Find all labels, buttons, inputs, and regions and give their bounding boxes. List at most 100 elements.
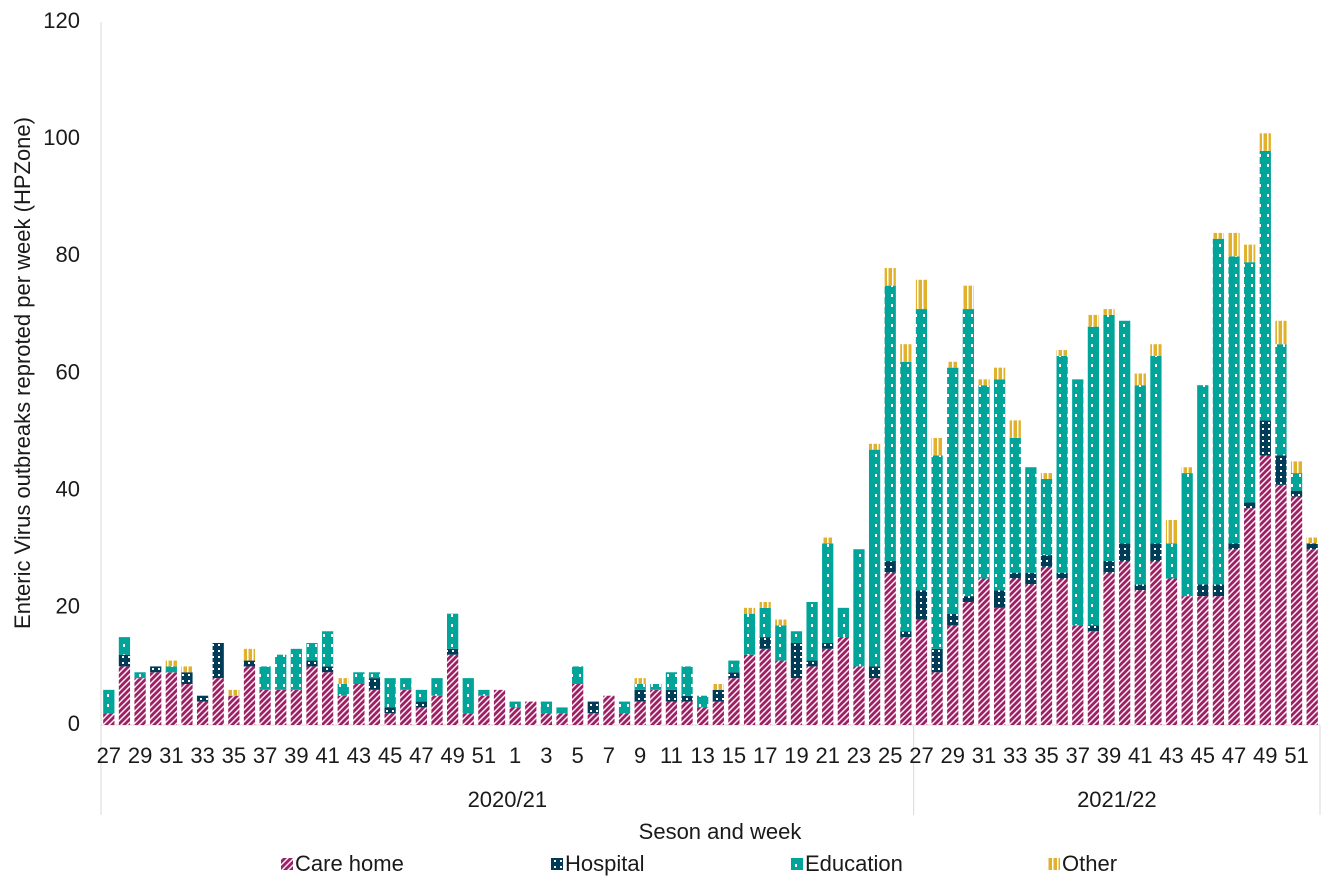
bar-segment [1150, 355, 1162, 544]
x-tick-label: 33 [190, 743, 214, 768]
bar-segment [150, 672, 162, 725]
bar-segment [462, 713, 474, 725]
x-tick-label: 39 [1097, 743, 1121, 768]
bar-segment [572, 683, 584, 725]
x-tick-label: 7 [603, 743, 615, 768]
bar-segment [665, 672, 678, 690]
bar-segment [790, 642, 803, 679]
bar-segment [1119, 543, 1131, 561]
bar-segment [697, 695, 709, 708]
bar-segment [447, 613, 459, 649]
x-tick-label: 9 [634, 743, 646, 768]
group-label: 2021/22 [1077, 787, 1157, 812]
y-tick-label: 60 [56, 359, 80, 384]
bar-segment [1275, 455, 1287, 485]
bar-segment [1072, 379, 1084, 626]
bar-segment [1040, 478, 1053, 556]
bar-segment [384, 678, 396, 708]
bar-segment [1103, 560, 1115, 573]
bar-segment [556, 707, 568, 714]
x-tick-label: 29 [128, 743, 152, 768]
bar-segment [790, 631, 803, 643]
x-tick-label: 15 [722, 743, 746, 768]
bar-segment [118, 654, 131, 667]
bar-segment [118, 637, 131, 655]
bar-segment [806, 660, 818, 667]
bar-segment [478, 689, 490, 696]
x-tick-label: 31 [972, 743, 996, 768]
x-tick-label: 41 [315, 743, 339, 768]
bar-segment [759, 637, 771, 649]
bar-segment [509, 707, 521, 725]
bar-segment [196, 701, 209, 725]
bar-segment [697, 707, 709, 725]
bar-segment [556, 713, 568, 725]
bar-segment [103, 689, 115, 714]
bar-segment [337, 683, 349, 696]
bar-segment [243, 648, 256, 661]
bar-segment [618, 713, 631, 725]
y-tick-label: 80 [56, 242, 80, 267]
x-tick-label: 39 [284, 743, 308, 768]
bar-segment [1259, 133, 1271, 151]
bar-segment [540, 701, 553, 714]
x-tick-label: 13 [690, 743, 714, 768]
y-tick-label: 100 [43, 125, 80, 150]
bar-segment [978, 385, 990, 579]
x-tick-label: 41 [1128, 743, 1152, 768]
bar-segment [1290, 461, 1303, 474]
bar-segment [790, 678, 803, 725]
bar-segment [134, 672, 146, 679]
x-tick-label: 25 [878, 743, 902, 768]
bar-segment [1087, 631, 1100, 725]
bar-segment [118, 666, 131, 725]
bar-segment [1306, 543, 1318, 550]
bar-segment [634, 678, 646, 684]
bar-segment [1119, 560, 1131, 725]
bar-segment [1025, 584, 1037, 725]
bar-segment [947, 625, 959, 725]
bar-segment [306, 660, 318, 667]
bar-segment [884, 560, 896, 573]
legend-label: Education [805, 851, 903, 876]
bar-segment [368, 672, 381, 679]
bar-segment [712, 683, 724, 690]
bar-segment [525, 701, 537, 725]
bar-segment [1087, 326, 1100, 626]
bar-segment [947, 361, 959, 368]
legend-swatch [281, 858, 293, 870]
bar-segment [212, 642, 224, 679]
x-tick-label: 23 [847, 743, 871, 768]
bar-segment [587, 701, 599, 714]
bar-segment [337, 678, 349, 684]
x-tick-label: 37 [253, 743, 277, 768]
y-axis-title: Enteric Virus outbreaks reproted per wee… [10, 117, 35, 629]
bar-segment [822, 543, 834, 643]
bar-segment [1228, 543, 1240, 550]
bar-segment [1181, 473, 1193, 597]
bar-segment [681, 666, 693, 696]
x-tick-label: 3 [540, 743, 552, 768]
x-tick-label: 37 [1066, 743, 1090, 768]
bar-segment [165, 672, 177, 725]
bar-segment [915, 590, 928, 620]
bar-segment [681, 695, 693, 702]
x-tick-label: 43 [1159, 743, 1183, 768]
bar-segment [1212, 596, 1225, 725]
bar-segment [1165, 578, 1178, 725]
bar-segment [759, 648, 771, 725]
bar-segment [947, 367, 959, 614]
bar-segment [1072, 625, 1084, 725]
bar-segment [978, 379, 990, 386]
bar-segment [1150, 543, 1162, 561]
bar-segment [103, 713, 115, 725]
bar-segment [759, 601, 771, 608]
bar-segment [1009, 578, 1021, 725]
bar-segment [353, 672, 365, 684]
bar-segment [962, 309, 974, 597]
bar-segment [978, 578, 990, 725]
bar-segment [1009, 420, 1021, 438]
bar-segment [165, 666, 177, 673]
bar-segment [665, 689, 678, 702]
bar-segment [1275, 320, 1287, 345]
